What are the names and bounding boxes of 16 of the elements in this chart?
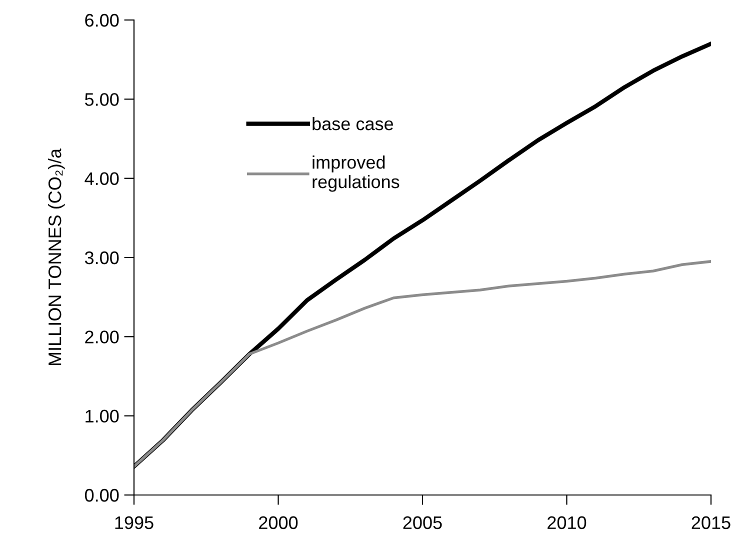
legend-label: base case xyxy=(312,117,394,130)
y-tick-label: 3.00 xyxy=(84,251,119,264)
line-series xyxy=(134,260,711,468)
x-tick-label: 2005 xyxy=(403,516,442,530)
y-axis-title: MILLION TONNES (CO₂)/a xyxy=(48,148,65,366)
legend-label: improved regulations xyxy=(312,156,400,192)
y-tick-label: 5.00 xyxy=(85,93,119,106)
y-tick-label: 0.00 xyxy=(84,488,119,502)
y-tick-label: 4.00 xyxy=(84,172,119,186)
y-tick-label: 6.00 xyxy=(85,14,119,27)
x-tick-label: 2010 xyxy=(548,516,586,530)
y-tick-label: 1.00 xyxy=(86,410,119,423)
x-tick-label: 1995 xyxy=(115,516,154,530)
y-tick-label: 2.00 xyxy=(85,330,119,344)
x-tick-label: 2000 xyxy=(259,516,298,530)
x-tick-label: 2015 xyxy=(692,516,730,530)
